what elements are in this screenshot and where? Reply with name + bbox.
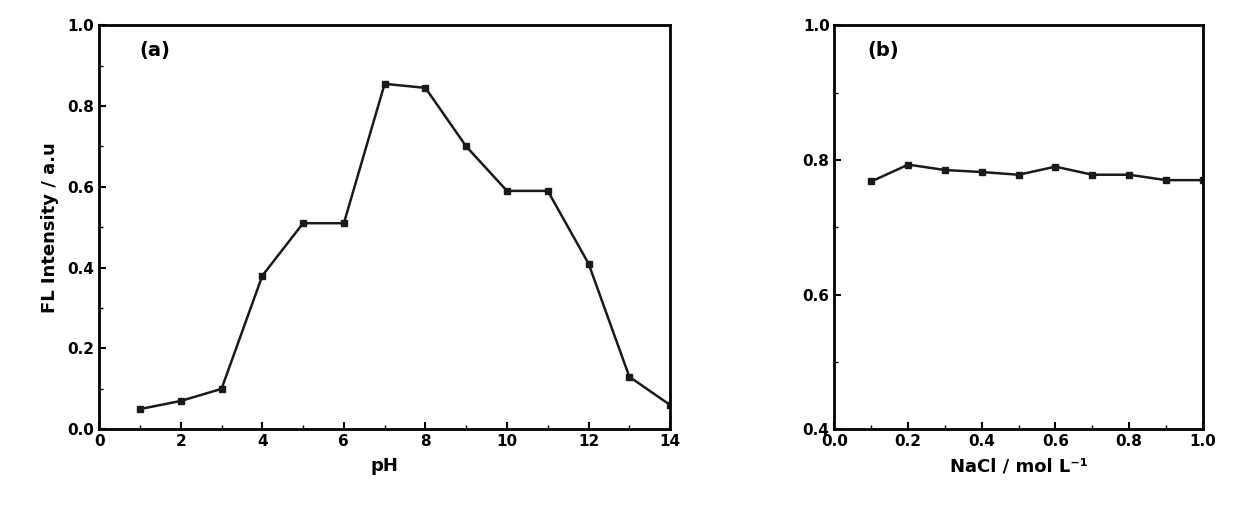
Text: (b): (b) xyxy=(868,41,899,61)
Text: (a): (a) xyxy=(139,41,170,61)
X-axis label: pH: pH xyxy=(371,458,398,475)
X-axis label: NaCl / mol L⁻¹: NaCl / mol L⁻¹ xyxy=(950,458,1087,475)
Y-axis label: FL Intensity / a.u: FL Intensity / a.u xyxy=(41,142,60,313)
